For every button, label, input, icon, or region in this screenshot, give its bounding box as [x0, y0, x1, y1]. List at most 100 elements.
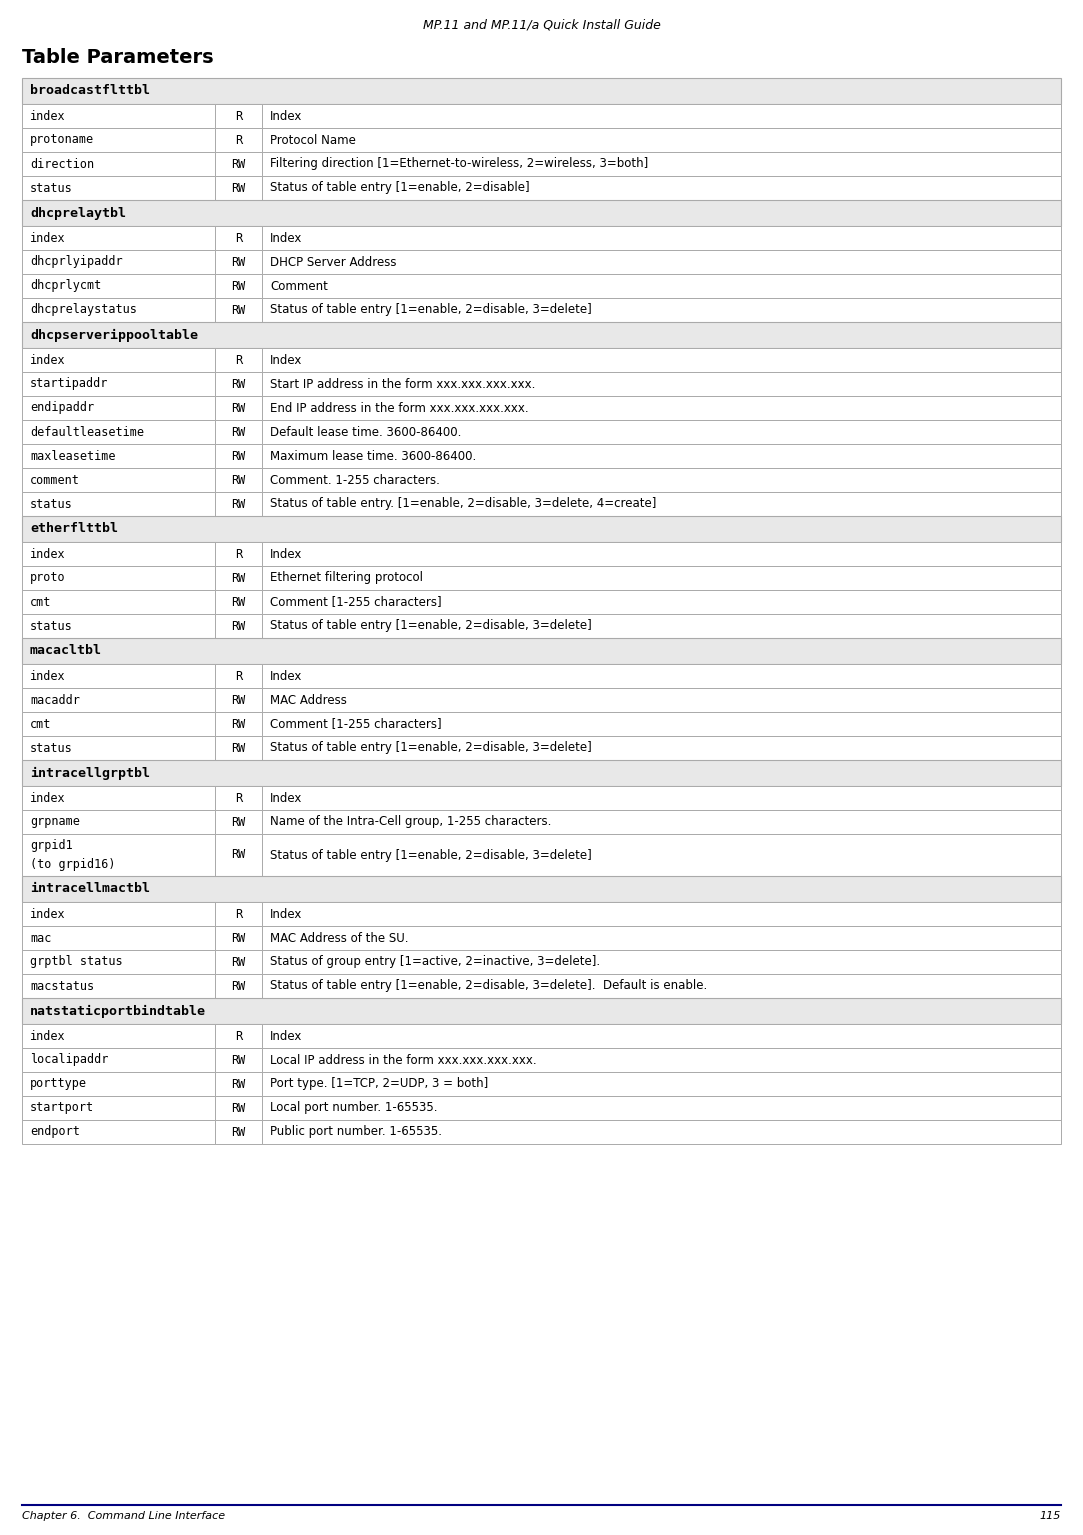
Bar	[262, 250, 1061, 275]
Text: Status of table entry [1=enable, 2=disable, 3=delete].  Default is enable.: Status of table entry [1=enable, 2=disab…	[270, 979, 707, 993]
Text: index: index	[30, 792, 66, 804]
Bar	[22, 127, 216, 152]
Text: endipaddr: endipaddr	[30, 402, 94, 414]
Text: dhcprlyipaddr: dhcprlyipaddr	[30, 255, 122, 269]
Text: protoname: protoname	[30, 134, 94, 146]
Bar	[216, 226, 262, 250]
Bar	[22, 975, 216, 998]
Text: macaddr: macaddr	[30, 694, 80, 706]
Bar	[262, 712, 1061, 735]
Bar	[262, 903, 1061, 926]
Text: index: index	[30, 669, 66, 683]
Bar	[262, 614, 1061, 639]
Bar	[22, 516, 1061, 542]
Bar	[22, 104, 216, 127]
Bar	[262, 226, 1061, 250]
Bar	[22, 200, 1061, 226]
Text: DHCP Server Address: DHCP Server Address	[270, 255, 396, 269]
Bar	[22, 421, 216, 444]
Bar	[216, 903, 262, 926]
Text: comment: comment	[30, 473, 80, 487]
Text: grptbl status: grptbl status	[30, 955, 122, 969]
Text: defaultleasetime: defaultleasetime	[30, 425, 144, 439]
Text: Public port number. 1-65535.: Public port number. 1-65535.	[270, 1125, 442, 1139]
Text: RW: RW	[232, 1125, 246, 1139]
Text: RW: RW	[232, 378, 246, 390]
Bar	[22, 493, 216, 516]
Text: R: R	[235, 792, 243, 804]
Text: Status of table entry [1=enable, 2=disable]: Status of table entry [1=enable, 2=disab…	[270, 181, 530, 195]
Bar	[216, 493, 262, 516]
Bar	[216, 614, 262, 639]
Bar	[262, 542, 1061, 566]
Text: RW: RW	[232, 694, 246, 706]
Text: RW: RW	[232, 717, 246, 731]
Text: R: R	[235, 353, 243, 367]
Bar	[22, 371, 216, 396]
Bar	[22, 688, 216, 712]
Text: Start IP address in the form xxx.xxx.xxx.xxx.: Start IP address in the form xxx.xxx.xxx…	[270, 378, 535, 390]
Bar	[216, 104, 262, 127]
Text: intracellgrptbl: intracellgrptbl	[30, 766, 151, 780]
Bar	[22, 760, 1061, 786]
Text: RW: RW	[232, 255, 246, 269]
Text: status: status	[30, 497, 73, 511]
Bar	[216, 1121, 262, 1144]
Bar	[216, 542, 262, 566]
Text: RW: RW	[232, 402, 246, 414]
Bar	[216, 786, 262, 810]
Bar	[216, 275, 262, 298]
Bar	[262, 127, 1061, 152]
Bar	[262, 786, 1061, 810]
Text: Local port number. 1-65535.: Local port number. 1-65535.	[270, 1102, 438, 1114]
Bar	[262, 444, 1061, 468]
Text: Status of table entry [1=enable, 2=disable, 3=delete]: Status of table entry [1=enable, 2=disab…	[270, 620, 591, 632]
Text: Comment. 1-255 characters.: Comment. 1-255 characters.	[270, 473, 440, 487]
Text: RW: RW	[232, 1102, 246, 1114]
Text: Status of table entry [1=enable, 2=disable, 3=delete]: Status of table entry [1=enable, 2=disab…	[270, 849, 591, 861]
Bar	[262, 735, 1061, 760]
Bar	[216, 177, 262, 200]
Text: Index: Index	[270, 669, 302, 683]
Bar	[22, 177, 216, 200]
Text: Protocol Name: Protocol Name	[270, 134, 356, 146]
Text: status: status	[30, 181, 73, 195]
Text: R: R	[235, 907, 243, 921]
Text: RW: RW	[232, 304, 246, 316]
Text: grpname: grpname	[30, 815, 80, 829]
Bar	[22, 1121, 216, 1144]
Text: RW: RW	[232, 596, 246, 608]
Text: Port type. [1=TCP, 2=UDP, 3 = both]: Port type. [1=TCP, 2=UDP, 3 = both]	[270, 1078, 488, 1090]
Text: Local IP address in the form xxx.xxx.xxx.xxx.: Local IP address in the form xxx.xxx.xxx…	[270, 1053, 536, 1067]
Text: Chapter 6.  Command Line Interface: Chapter 6. Command Line Interface	[22, 1510, 225, 1521]
Bar	[22, 152, 216, 177]
Text: index: index	[30, 109, 66, 123]
Bar	[262, 468, 1061, 493]
Bar	[22, 834, 216, 876]
Text: Index: Index	[270, 548, 302, 560]
Bar	[22, 1071, 216, 1096]
Text: RW: RW	[232, 932, 246, 944]
Text: RW: RW	[232, 571, 246, 585]
Text: Index: Index	[270, 109, 302, 123]
Text: R: R	[235, 232, 243, 244]
Bar	[216, 665, 262, 688]
Text: Name of the Intra-Cell group, 1-255 characters.: Name of the Intra-Cell group, 1-255 char…	[270, 815, 551, 829]
Text: porttype: porttype	[30, 1078, 87, 1090]
Bar	[22, 348, 216, 371]
Bar	[22, 468, 216, 493]
Text: RW: RW	[232, 497, 246, 511]
Bar	[22, 735, 216, 760]
Text: MP.11 and MP.11/a Quick Install Guide: MP.11 and MP.11/a Quick Install Guide	[422, 18, 661, 31]
Bar	[262, 926, 1061, 950]
Bar	[22, 1024, 216, 1048]
Bar	[262, 665, 1061, 688]
Text: RW: RW	[232, 955, 246, 969]
Text: startport: startport	[30, 1102, 94, 1114]
Text: R: R	[235, 669, 243, 683]
Text: Index: Index	[270, 232, 302, 244]
Bar	[262, 566, 1061, 589]
Text: natstaticportbindtable: natstaticportbindtable	[30, 1004, 206, 1018]
Bar	[22, 1096, 216, 1121]
Text: status: status	[30, 620, 73, 632]
